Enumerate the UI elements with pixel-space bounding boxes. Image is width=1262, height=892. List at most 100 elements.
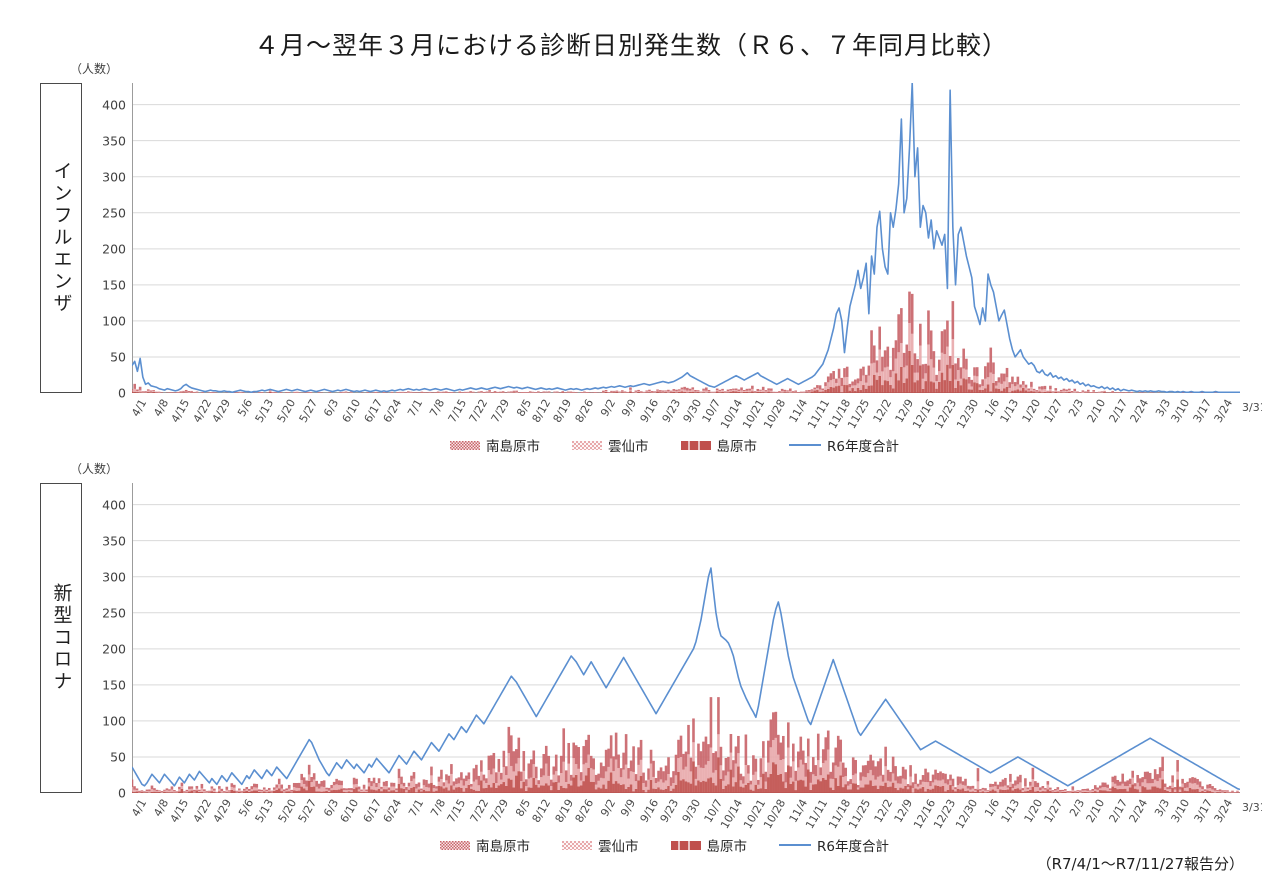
x-tick-label: 3/24: [1211, 797, 1235, 825]
y-tick-label: 100: [102, 313, 126, 329]
page-title: ４月〜翌年３月における診断日別発生数（Ｒ６、７年同月比較）: [253, 31, 1008, 60]
y-axis-unit-label: （人数）: [70, 62, 119, 76]
x-tick-label: 7/1: [406, 797, 427, 819]
legend-item[interactable]: 南島原市: [450, 435, 540, 455]
x-tick-label: 8/26: [572, 397, 597, 425]
x-tick-label: 7/15: [445, 797, 469, 825]
x-tick-label: 8/19: [552, 797, 576, 825]
x-tick-label: 2/10: [1084, 397, 1109, 425]
legend-color-swatch: [670, 840, 701, 850]
legend-color-swatch: [440, 840, 470, 850]
x-tick-label: 7/29: [487, 797, 512, 825]
chart-influenza: （人数） インフルエンザ 0 50 100 150 200 250 300 350 400 4/…: [0, 55, 1262, 455]
legend-color-swatch: [562, 840, 592, 850]
legend-item[interactable]: 雲仙市: [562, 835, 639, 855]
x-tick-label: 4/8: [150, 397, 171, 419]
x-tick-label: 2/17: [1106, 397, 1130, 425]
x-tick-label: 9/9: [618, 797, 639, 819]
x-tick-label: 7/1: [405, 397, 426, 419]
x-tick-label: 4/22: [190, 397, 215, 425]
legend-item[interactable]: 島原市: [670, 835, 747, 855]
legend-item[interactable]: 島原市: [680, 435, 758, 455]
legend-covid: 南島原市 雲仙市 島原市 R6年度合計: [440, 835, 911, 855]
x-tick-label: 5/27: [295, 797, 319, 825]
legend-label: 島原市: [716, 439, 758, 455]
legend-item[interactable]: R6年度合計: [779, 835, 889, 855]
y-axis-covid: 0 50 100 150 200 250 300 350 400: [90, 483, 130, 800]
x-tick-label: 4/1: [129, 797, 150, 819]
legend-item[interactable]: R6年度合計: [789, 435, 899, 455]
x-tick-label: 4/29: [209, 397, 234, 425]
x-tick-label: 2/10: [1083, 797, 1108, 825]
x-tick-label: 4/15: [168, 397, 193, 425]
x-tick-label: 2/17: [1106, 797, 1130, 825]
x-tick-label: 9/16: [637, 397, 662, 425]
y-tick-label: 100: [102, 713, 126, 729]
x-tick-label: 5/20: [274, 397, 299, 425]
side-label-box-covid: 新型コロナ: [40, 483, 82, 793]
legend-label: 雲仙市: [608, 439, 649, 455]
x-tick-label: 6/17: [360, 797, 384, 825]
legend-item[interactable]: 雲仙市: [572, 435, 649, 455]
x-tick-label: 1/27: [1041, 397, 1065, 425]
legend-label: 南島原市: [486, 439, 540, 455]
side-label-box-influenza: インフルエンザ: [40, 83, 82, 393]
x-tick-label: 5/27: [296, 397, 320, 425]
legend-color-swatch: [680, 440, 711, 450]
legend-item[interactable]: 南島原市: [440, 835, 530, 855]
plot-area-covid: 0 50 100 150 200 250 300 350 400: [90, 483, 1240, 801]
x-tick-label: 1/20: [1019, 397, 1044, 425]
y-tick-label: 50: [110, 749, 126, 765]
x-tick-label: 8/12: [529, 797, 554, 825]
x-tick-label: 5/6: [234, 397, 255, 419]
y-tick-label: 350: [102, 533, 126, 549]
x-tick-label: 5/20: [275, 797, 299, 825]
x-tick-label: 1/13: [997, 397, 1022, 425]
chart-covid: （人数） 新型コロナ 0 50 100 150 200 250 300 350 400 4/1 4…: [0, 455, 1262, 875]
x-axis-covid: 4/1 4/8 4/15 4/22 4/29 5/6 5/13 5/20 5/27 6/3 6/10…: [129, 797, 1262, 843]
y-tick-label: 400: [102, 97, 126, 113]
y-tick-label: 250: [102, 605, 126, 621]
plot-svg-influenza: [132, 83, 1240, 393]
x-tick-label: 7/15: [445, 397, 469, 425]
x-tick-label: 6/24: [380, 797, 404, 825]
legend-label: 南島原市: [476, 839, 530, 855]
legend-color-swatch: [450, 440, 480, 450]
x-tick-label: 7/22: [467, 797, 492, 825]
x-tick-label: 2/24: [1127, 397, 1152, 425]
x-tick-label: 1/13: [999, 797, 1023, 825]
plot-area-influenza: 0 50 100 150 200 250 300 350 400: [90, 83, 1240, 401]
x-axis-influenza: 4/1 4/8 4/15 4/22 4/29 5/6 5/13 5/20 5/27 6/3 6/10…: [129, 397, 1262, 443]
y-tick-label: 200: [102, 241, 126, 257]
x-tick-label: 6/10: [339, 397, 364, 425]
y-tick-label: 250: [102, 205, 126, 221]
legend-line-swatch: [789, 444, 821, 446]
side-label-text-covid: 新型コロナ: [50, 583, 73, 693]
x-tick-label: 4/1: [129, 397, 150, 419]
x-tick-label: 3/31: [1242, 801, 1262, 814]
y-axis-influenza: 0 50 100 150 200 250 300 350 400: [90, 83, 130, 400]
y-tick-label: 200: [102, 641, 126, 657]
y-tick-label: 350: [102, 133, 126, 149]
x-tick-label: 3/17: [1191, 797, 1215, 825]
side-label-text-influenza: インフルエンザ: [50, 161, 73, 315]
x-tick-label: 9/23: [657, 797, 681, 825]
plot-svg-covid: [132, 483, 1240, 793]
x-tick-label: 9/30: [680, 397, 705, 425]
y-axis-unit-label-covid: （人数）: [70, 462, 119, 476]
x-tick-label: 8/19: [550, 397, 575, 425]
x-tick-label: 6/10: [337, 797, 362, 825]
x-tick-label: 3/10: [1168, 797, 1193, 825]
legend-label: R6年度合計: [817, 839, 889, 855]
legend-line-swatch: [779, 844, 811, 846]
x-tick-label: 7/29: [488, 397, 513, 425]
x-tick-label: 9/23: [659, 397, 683, 425]
x-tick-label: 2/3: [1066, 397, 1087, 419]
x-tick-label: 9/16: [637, 797, 661, 825]
legend-label: 雲仙市: [598, 839, 639, 855]
x-tick-label: 3/10: [1168, 397, 1193, 425]
x-tick-label: 1/20: [1021, 797, 1046, 825]
y-tick-label: 300: [102, 169, 126, 185]
y-tick-label: 300: [102, 569, 126, 585]
x-tick-label: 4/22: [190, 797, 215, 825]
